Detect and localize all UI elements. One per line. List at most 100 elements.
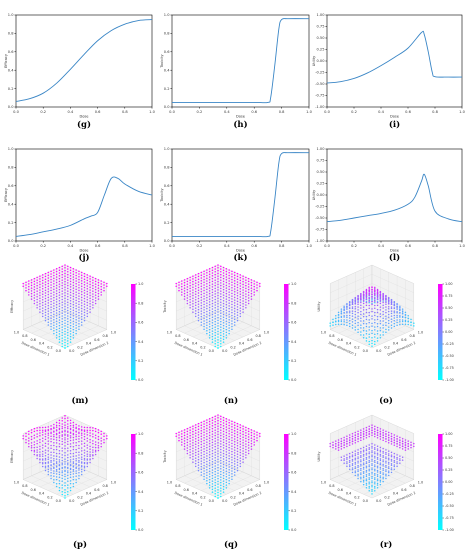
- data-point: [222, 488, 225, 491]
- data-point: [242, 289, 244, 291]
- data-point: [41, 447, 44, 449]
- data-point: [385, 309, 387, 311]
- plot-frame: [15, 14, 153, 108]
- data-point: [189, 434, 191, 437]
- data-point: [222, 458, 225, 460]
- data-point: [231, 439, 233, 442]
- data-point: [203, 467, 205, 469]
- data-point: [186, 277, 189, 280]
- data-point: [80, 313, 83, 315]
- data-point: [36, 457, 38, 460]
- data-point: [374, 297, 376, 300]
- data-point: [80, 462, 83, 464]
- data-point: [357, 298, 359, 301]
- data-point: [83, 430, 86, 433]
- data-point: [222, 477, 225, 480]
- data-point: [354, 453, 357, 455]
- grid-line: [217, 451, 260, 471]
- data-point: [189, 437, 191, 440]
- data-point: [44, 319, 47, 322]
- data-point: [236, 464, 239, 466]
- data-point: [225, 451, 228, 453]
- data-point: [50, 447, 52, 450]
- data-point: [233, 271, 236, 274]
- data-point: [217, 436, 219, 438]
- data-point: [233, 446, 236, 449]
- data-point: [83, 306, 86, 308]
- data-point: [214, 456, 216, 459]
- data-point: [64, 429, 66, 432]
- data-point: [36, 307, 38, 309]
- data-point: [348, 457, 351, 459]
- data-point: [67, 265, 69, 268]
- chart-m: 0.0 0.00.2 0.20.4 0.40.6 0.60.8 0.81.0 1.0Dose…: [10, 264, 143, 406]
- data-point: [365, 482, 368, 485]
- data-point: [61, 484, 63, 486]
- data-point: [192, 289, 194, 291]
- grid-line: [363, 325, 406, 345]
- data-point: [220, 468, 222, 470]
- data-point: [228, 435, 230, 438]
- data-point: [231, 425, 233, 428]
- data-point: [86, 463, 89, 465]
- data-point: [183, 431, 186, 434]
- data-point: [58, 424, 61, 427]
- axis2-tick-label: 0.0: [222, 349, 227, 353]
- data-point: [197, 314, 200, 316]
- data-point: [242, 436, 244, 438]
- colorbar: [131, 284, 136, 380]
- data-point: [211, 327, 214, 330]
- data-point: [64, 470, 66, 473]
- data-point: [69, 461, 72, 463]
- data-point: [233, 310, 236, 312]
- data-point: [387, 471, 390, 474]
- data-point: [399, 458, 401, 460]
- data-point: [404, 439, 407, 441]
- y-tick-label: 0.4: [8, 202, 14, 206]
- data-point: [365, 452, 368, 455]
- data-point: [64, 300, 66, 302]
- data-point: [343, 309, 345, 311]
- data-point: [47, 288, 50, 290]
- data-point: [61, 279, 63, 281]
- data-point: [75, 294, 77, 296]
- data-point: [374, 446, 376, 449]
- data-point: [189, 429, 191, 431]
- data-point: [393, 457, 396, 459]
- data-point: [222, 455, 225, 457]
- data-point: [348, 314, 351, 317]
- data-point: [50, 454, 52, 456]
- data-point: [217, 330, 219, 333]
- data-point: [396, 319, 398, 321]
- data-point: [220, 465, 222, 467]
- data-point: [211, 324, 214, 327]
- data-point: [64, 434, 66, 436]
- colorbar-tick-label: -1.00: [445, 378, 454, 382]
- data-point: [78, 303, 80, 306]
- data-point: [97, 435, 100, 438]
- data-point: [354, 466, 357, 468]
- data-point: [36, 295, 38, 298]
- data-point: [80, 456, 83, 458]
- data-point: [61, 467, 63, 470]
- data-point: [64, 463, 66, 465]
- data-point: [365, 323, 368, 325]
- data-point: [225, 464, 228, 467]
- data-point: [376, 426, 379, 429]
- data-point: [351, 464, 354, 467]
- data-point: [97, 447, 100, 449]
- floor-pane: [175, 310, 261, 349]
- panel-caption: (h): [233, 119, 247, 130]
- grid-line: [192, 321, 235, 341]
- data-point: [360, 472, 362, 474]
- data-point: [78, 461, 80, 463]
- data-point: [231, 306, 233, 308]
- data-point: [396, 308, 398, 310]
- data-point: [360, 431, 362, 434]
- data-point: [351, 303, 354, 306]
- data-point: [362, 438, 365, 440]
- data-point: [337, 449, 340, 451]
- colorbar-tick-label: 0.00: [445, 480, 453, 484]
- data-point: [83, 283, 86, 286]
- axis2-tick-label: 0.2: [230, 345, 235, 349]
